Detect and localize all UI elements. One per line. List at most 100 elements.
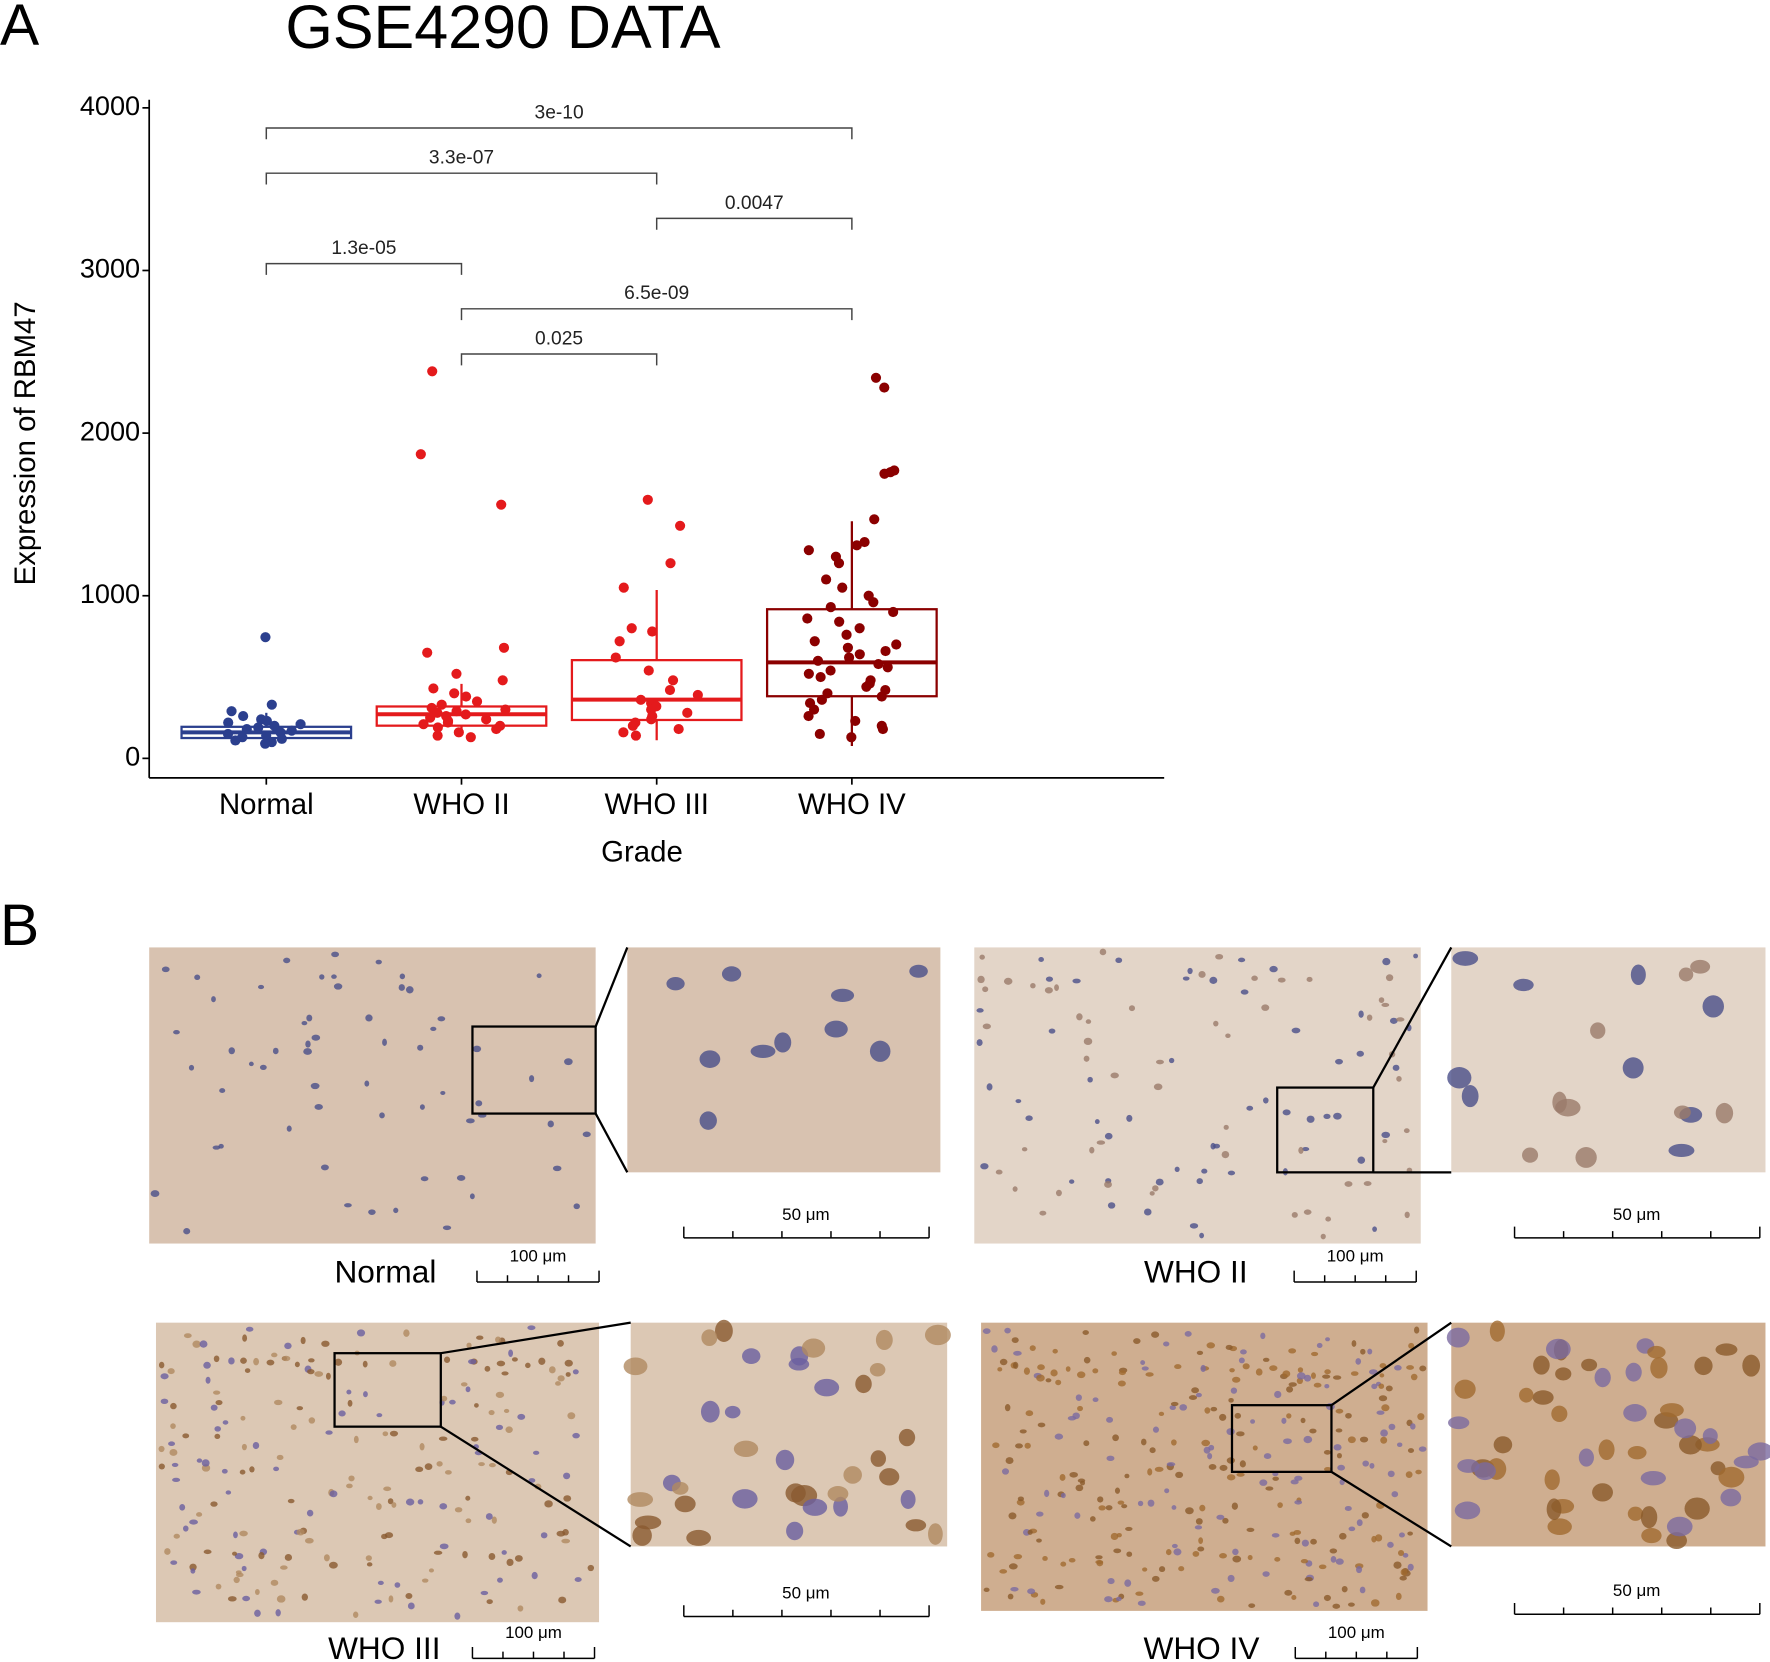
nucleus: [1147, 1499, 1155, 1507]
nucleus: [314, 1104, 323, 1110]
nucleus: [1259, 1479, 1268, 1486]
nucleus: [1095, 1559, 1104, 1565]
nucleus: [1262, 1357, 1270, 1362]
nucleus: [442, 1225, 452, 1231]
nucleus: [275, 1609, 281, 1617]
data-point: [253, 722, 264, 733]
scale-label: 100 μm: [505, 1623, 562, 1642]
nucleus: [242, 1334, 248, 1342]
nucleus: [582, 1131, 591, 1138]
nucleus: [1178, 1566, 1185, 1572]
nucleus: [173, 1533, 180, 1539]
nucleus: [310, 1082, 320, 1090]
nucleus: [194, 974, 201, 981]
nucleus: [1029, 1345, 1036, 1352]
nucleus: [1019, 1429, 1027, 1434]
nucleus: [1668, 1143, 1695, 1158]
data-point: [460, 691, 472, 702]
nucleus: [1385, 1385, 1393, 1392]
nucleus: [233, 1576, 240, 1584]
data-point: [436, 699, 447, 710]
nucleus: [1313, 1601, 1320, 1608]
nucleus: [501, 1371, 509, 1376]
nucleus: [1082, 1330, 1089, 1335]
nucleus: [1627, 1445, 1647, 1460]
nucleus: [273, 1466, 280, 1472]
inset-box: [1230, 1404, 1333, 1473]
nucleus: [189, 1519, 198, 1525]
nucleus: [1415, 1469, 1422, 1475]
nucleus: [1085, 1019, 1092, 1024]
nucleus: [403, 1329, 410, 1337]
data-point: [260, 632, 271, 643]
nucleus: [555, 1381, 561, 1386]
nucleus: [1394, 1365, 1402, 1371]
nucleus: [547, 1120, 554, 1128]
nucleus: [1107, 1202, 1116, 1209]
data-point: [425, 712, 436, 723]
nucleus: [1284, 1589, 1293, 1596]
scale-bar: [683, 1226, 930, 1239]
data-point: [816, 694, 828, 705]
nucleus: [992, 1442, 1000, 1449]
nucleus: [1054, 984, 1059, 992]
nucleus: [508, 1349, 514, 1357]
nucleus: [1547, 1518, 1572, 1536]
nucleus: [724, 1405, 741, 1419]
nucleus: [1362, 1460, 1370, 1467]
data-point: [465, 732, 476, 743]
zoom-line: [1330, 1470, 1452, 1548]
nucleus: [976, 1039, 983, 1047]
nucleus: [1277, 1502, 1283, 1509]
zoom-line: [594, 1113, 629, 1173]
nucleus: [1532, 1390, 1554, 1405]
nucleus: [1679, 1435, 1702, 1455]
nucleus: [733, 1440, 759, 1458]
data-point: [891, 639, 902, 650]
nucleus: [1195, 1392, 1202, 1398]
nucleus: [1001, 1468, 1010, 1475]
nucleus: [1013, 1554, 1023, 1560]
nucleus: [556, 1530, 566, 1537]
nucleus: [1059, 1473, 1066, 1481]
nucleus: [201, 1459, 210, 1467]
nucleus: [1625, 1362, 1642, 1382]
nucleus: [1248, 1603, 1256, 1608]
nucleus: [383, 1486, 392, 1492]
nucleus: [424, 1463, 433, 1470]
nucleus: [346, 1483, 353, 1489]
nucleus: [347, 1399, 353, 1407]
nucleus: [1288, 1348, 1297, 1354]
nucleus: [405, 1593, 413, 1599]
nucleus: [1316, 1342, 1323, 1349]
nucleus: [1055, 1379, 1062, 1386]
nucleus: [203, 1549, 212, 1555]
nucleus: [314, 1371, 324, 1377]
nucleus: [1381, 1131, 1391, 1139]
nucleus: [1045, 976, 1054, 982]
nucleus: [244, 1368, 251, 1373]
nucleus: [1370, 1599, 1380, 1607]
nucleus: [1118, 1370, 1126, 1376]
nucleus: [257, 984, 265, 990]
nucleus: [1263, 1097, 1269, 1104]
nucleus: [254, 1609, 261, 1617]
nucleus: [1291, 1027, 1301, 1034]
nucleus: [1368, 1369, 1378, 1375]
nucleus: [1398, 1532, 1405, 1538]
nucleus: [389, 1430, 399, 1437]
nucleus: [527, 1325, 536, 1331]
data-point: [803, 668, 814, 679]
nucleus: [221, 1468, 228, 1474]
nucleus: [1357, 1156, 1366, 1164]
nucleus: [1107, 1578, 1115, 1585]
nucleus: [462, 1550, 468, 1559]
nucleus: [470, 1436, 479, 1442]
nucleus: [774, 1032, 792, 1053]
nucleus: [1304, 1576, 1313, 1582]
nucleus: [1329, 1548, 1338, 1554]
nucleus: [1493, 1436, 1513, 1454]
data-point: [869, 514, 880, 525]
nucleus: [1077, 1405, 1084, 1412]
nucleus: [1333, 1444, 1342, 1451]
